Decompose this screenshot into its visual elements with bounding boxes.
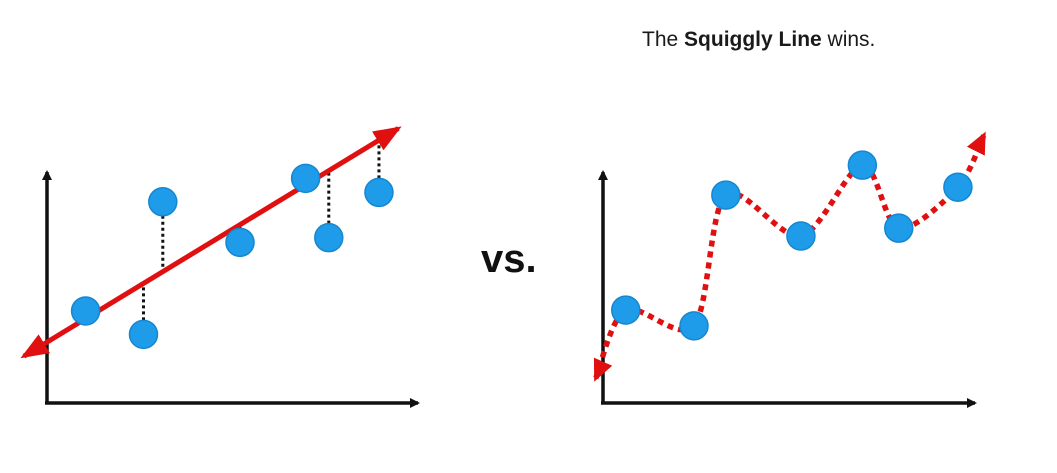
data-point [943,172,973,202]
data-point [847,150,878,180]
data-point [128,319,159,350]
data-point [225,227,255,258]
data-point [314,222,344,253]
data-point [611,295,641,325]
right-panel [593,131,987,408]
right-data-points [611,150,973,341]
data-point [290,163,321,194]
left-data-points [70,163,394,350]
data-point [884,213,914,243]
caption: The Squiggly Line wins. [642,28,875,52]
vs-label: vs. [481,237,537,281]
data-point [148,187,178,217]
data-point [786,221,816,251]
caption-suffix: wins. [827,28,876,51]
data-point [711,180,741,210]
data-point [70,296,101,326]
caption-emphasis: Squiggly Line [684,28,822,51]
squiggly-fit-line [593,131,987,382]
residual-lines [142,140,381,321]
data-point [364,177,394,208]
left-panel [20,126,420,408]
caption-prefix: The [642,28,679,51]
data-point [679,311,709,341]
